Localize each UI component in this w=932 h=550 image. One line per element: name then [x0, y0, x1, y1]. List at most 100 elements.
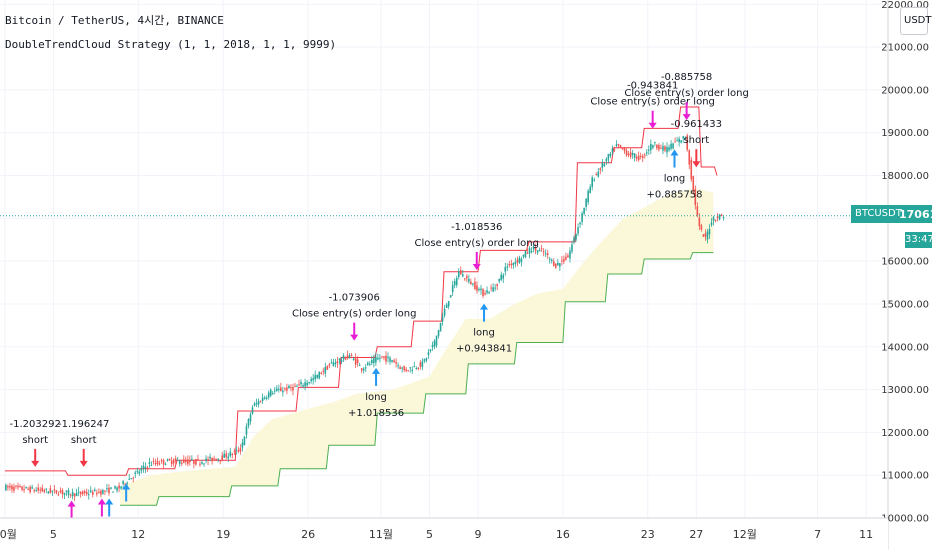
- candle-body: [98, 491, 100, 493]
- candle-body: [571, 244, 573, 252]
- candle-body: [455, 278, 458, 286]
- candle-body: [496, 284, 498, 287]
- candle-body: [587, 190, 589, 203]
- candle-body: [55, 490, 58, 494]
- candle-body: [290, 387, 292, 389]
- candle-body: [92, 491, 94, 495]
- candle-body: [5, 484, 7, 491]
- candle-body: [453, 281, 456, 286]
- candle-body: [464, 278, 466, 280]
- candle-body: [435, 335, 438, 346]
- candle-body: [702, 234, 705, 237]
- candle-body: [393, 360, 395, 363]
- y-tick-label: 13000.00: [881, 385, 929, 396]
- signal-arrow-head: [122, 483, 131, 490]
- candle-body: [142, 465, 145, 469]
- candle-body: [257, 401, 260, 405]
- candle-body: [150, 464, 153, 466]
- candle-body: [94, 489, 96, 491]
- candle-body: [635, 156, 638, 159]
- candle-body: [53, 489, 56, 491]
- x-tick-label: 11: [859, 528, 873, 541]
- candle-body: [336, 361, 339, 364]
- candle-body: [294, 385, 296, 387]
- candle-body: [225, 453, 228, 458]
- candle-body: [474, 281, 476, 289]
- candle-body: [116, 487, 118, 491]
- candle-body: [215, 458, 217, 461]
- candle-body: [348, 355, 351, 359]
- candle-body: [227, 456, 230, 459]
- candle-body: [344, 357, 347, 360]
- bar-countdown: 33:47: [905, 232, 932, 248]
- candle-body: [375, 357, 377, 363]
- candle-body: [51, 490, 54, 492]
- signal-label: +0.943841: [456, 344, 512, 355]
- candle-body: [540, 248, 543, 250]
- signal-label: Close entry(s) order long: [624, 88, 748, 99]
- candle-body: [128, 478, 130, 480]
- candle-body: [221, 455, 224, 460]
- candle-body: [87, 494, 90, 496]
- candle-body: [520, 258, 523, 262]
- candle-body: [164, 464, 167, 466]
- candle-body: [324, 366, 327, 374]
- candle-body: [411, 369, 414, 371]
- candle-body: [302, 385, 304, 387]
- candle-body: [126, 482, 128, 484]
- y-tick-label: 18000.00: [881, 171, 929, 182]
- candle-body: [362, 368, 365, 371]
- price-axis[interactable]: 10000.00 11000.00 12000.00 13000.00 14000.00…: [881, 0, 932, 550]
- y-tick-label: 14000.00: [881, 342, 929, 353]
- candle-body: [292, 387, 294, 391]
- signal-label: +0.885758: [646, 190, 702, 201]
- candle-body: [712, 217, 715, 221]
- candle-body: [670, 143, 672, 149]
- candle-body: [680, 140, 682, 143]
- x-tick-label: 5: [50, 528, 57, 541]
- candle-body: [652, 145, 654, 148]
- signal-label: long: [664, 174, 686, 185]
- candle-body: [340, 360, 343, 363]
- candle-body: [308, 382, 310, 384]
- y-tick-label: 10000.00: [881, 514, 929, 525]
- candle-body: [356, 359, 359, 363]
- candle-body: [108, 487, 110, 494]
- candle-body: [134, 472, 137, 474]
- candle-body: [457, 271, 460, 278]
- candle-body: [23, 489, 25, 491]
- candle-body: [271, 393, 274, 395]
- x-tick-label: 16: [556, 528, 570, 541]
- candle-body: [385, 355, 387, 362]
- candle-body: [530, 251, 533, 253]
- candle-body: [694, 189, 697, 206]
- candle-body: [296, 386, 298, 388]
- candle-body: [575, 233, 577, 240]
- signal-arrow-head: [670, 149, 679, 156]
- candle-body: [617, 144, 620, 146]
- candle-body: [583, 207, 585, 214]
- candle-body: [395, 362, 397, 364]
- grid-lines: [0, 0, 888, 519]
- candle-body: [338, 358, 341, 361]
- candle-body: [397, 365, 399, 367]
- candle-body: [148, 462, 151, 464]
- quote-currency-button[interactable]: USDT: [900, 7, 931, 35]
- candle-body: [278, 388, 280, 390]
- candle-body: [350, 355, 353, 357]
- candle-body: [722, 217, 725, 219]
- candle-body: [306, 382, 308, 386]
- candle-body: [611, 148, 614, 153]
- candle-body: [160, 460, 163, 462]
- time-axis[interactable]: 10월 5 12 19 26 11월 5 9 16 23 27 12월 7 11: [0, 517, 888, 550]
- candle-body: [178, 460, 181, 464]
- candle-body: [686, 135, 689, 150]
- candle-body: [136, 470, 139, 472]
- candle-body: [130, 478, 133, 480]
- candle-body: [342, 355, 345, 360]
- candle-body: [360, 368, 363, 371]
- candle-body: [263, 397, 266, 400]
- candle-body: [643, 154, 646, 156]
- candle-body: [170, 460, 173, 465]
